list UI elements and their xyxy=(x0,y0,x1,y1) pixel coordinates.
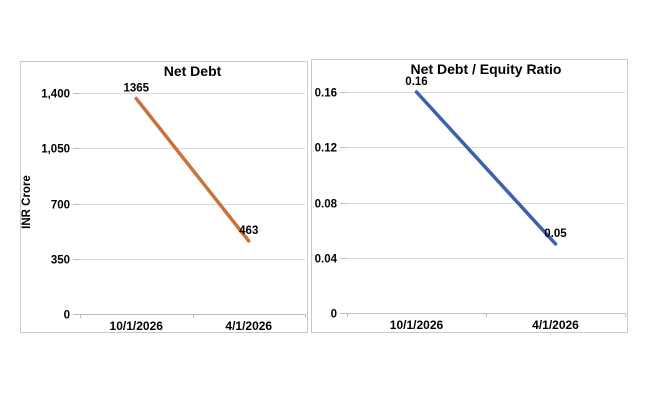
series-line xyxy=(134,96,251,243)
y-axis-tick-label: 0.12 xyxy=(315,143,337,155)
y-axis-tick-label: 0.04 xyxy=(315,254,338,266)
data-label: 1365 xyxy=(123,83,149,95)
data-label: 0.16 xyxy=(405,76,427,88)
y-axis-tick-label: 0 xyxy=(331,309,337,321)
data-label: 463 xyxy=(239,225,258,237)
y-axis-tick-label: 1,050 xyxy=(41,144,70,156)
data-label: 0.05 xyxy=(544,228,567,240)
net-debt-chart: 0 350 700 1,050 1,400 10/1/2026 4/1/2026 1365 46… xyxy=(20,61,308,333)
y-axis-tick-label: 1,400 xyxy=(41,89,70,101)
y-axis-tick-label: 0.08 xyxy=(315,199,338,211)
chart-title: Net Debt / Equity Ratio xyxy=(411,61,562,77)
x-axis-category-label: 10/1/2026 xyxy=(110,319,164,333)
x-axis-category-label: 4/1/2026 xyxy=(225,319,272,333)
chart-title: Net Debt xyxy=(164,63,222,79)
series-line xyxy=(414,90,558,246)
y-axis-tick-label: 0.16 xyxy=(315,88,337,100)
y-axis-title: INR Crore xyxy=(21,175,33,229)
equity-ratio-chart: 0 0.04 0.08 0.12 0.16 10/1/2026 4/1/2026 0.16 0.… xyxy=(311,59,628,333)
x-axis-category-label: 4/1/2026 xyxy=(532,318,579,332)
plot-area-border xyxy=(311,59,628,333)
chart-panel-equity-ratio: 0 0.04 0.08 0.12 0.16 10/1/2026 4/1/2026 0.16 0.… xyxy=(311,59,628,338)
chart-panel-net-debt: 0 350 700 1,050 1,400 10/1/2026 4/1/2026 1365 46… xyxy=(20,61,308,338)
y-axis-tick-label: 350 xyxy=(51,255,70,267)
x-axis-category-label: 10/1/2026 xyxy=(390,318,444,332)
y-axis-tick-label: 700 xyxy=(51,200,70,212)
plot-area-border xyxy=(20,61,308,333)
y-axis-tick-label: 0 xyxy=(64,310,70,322)
